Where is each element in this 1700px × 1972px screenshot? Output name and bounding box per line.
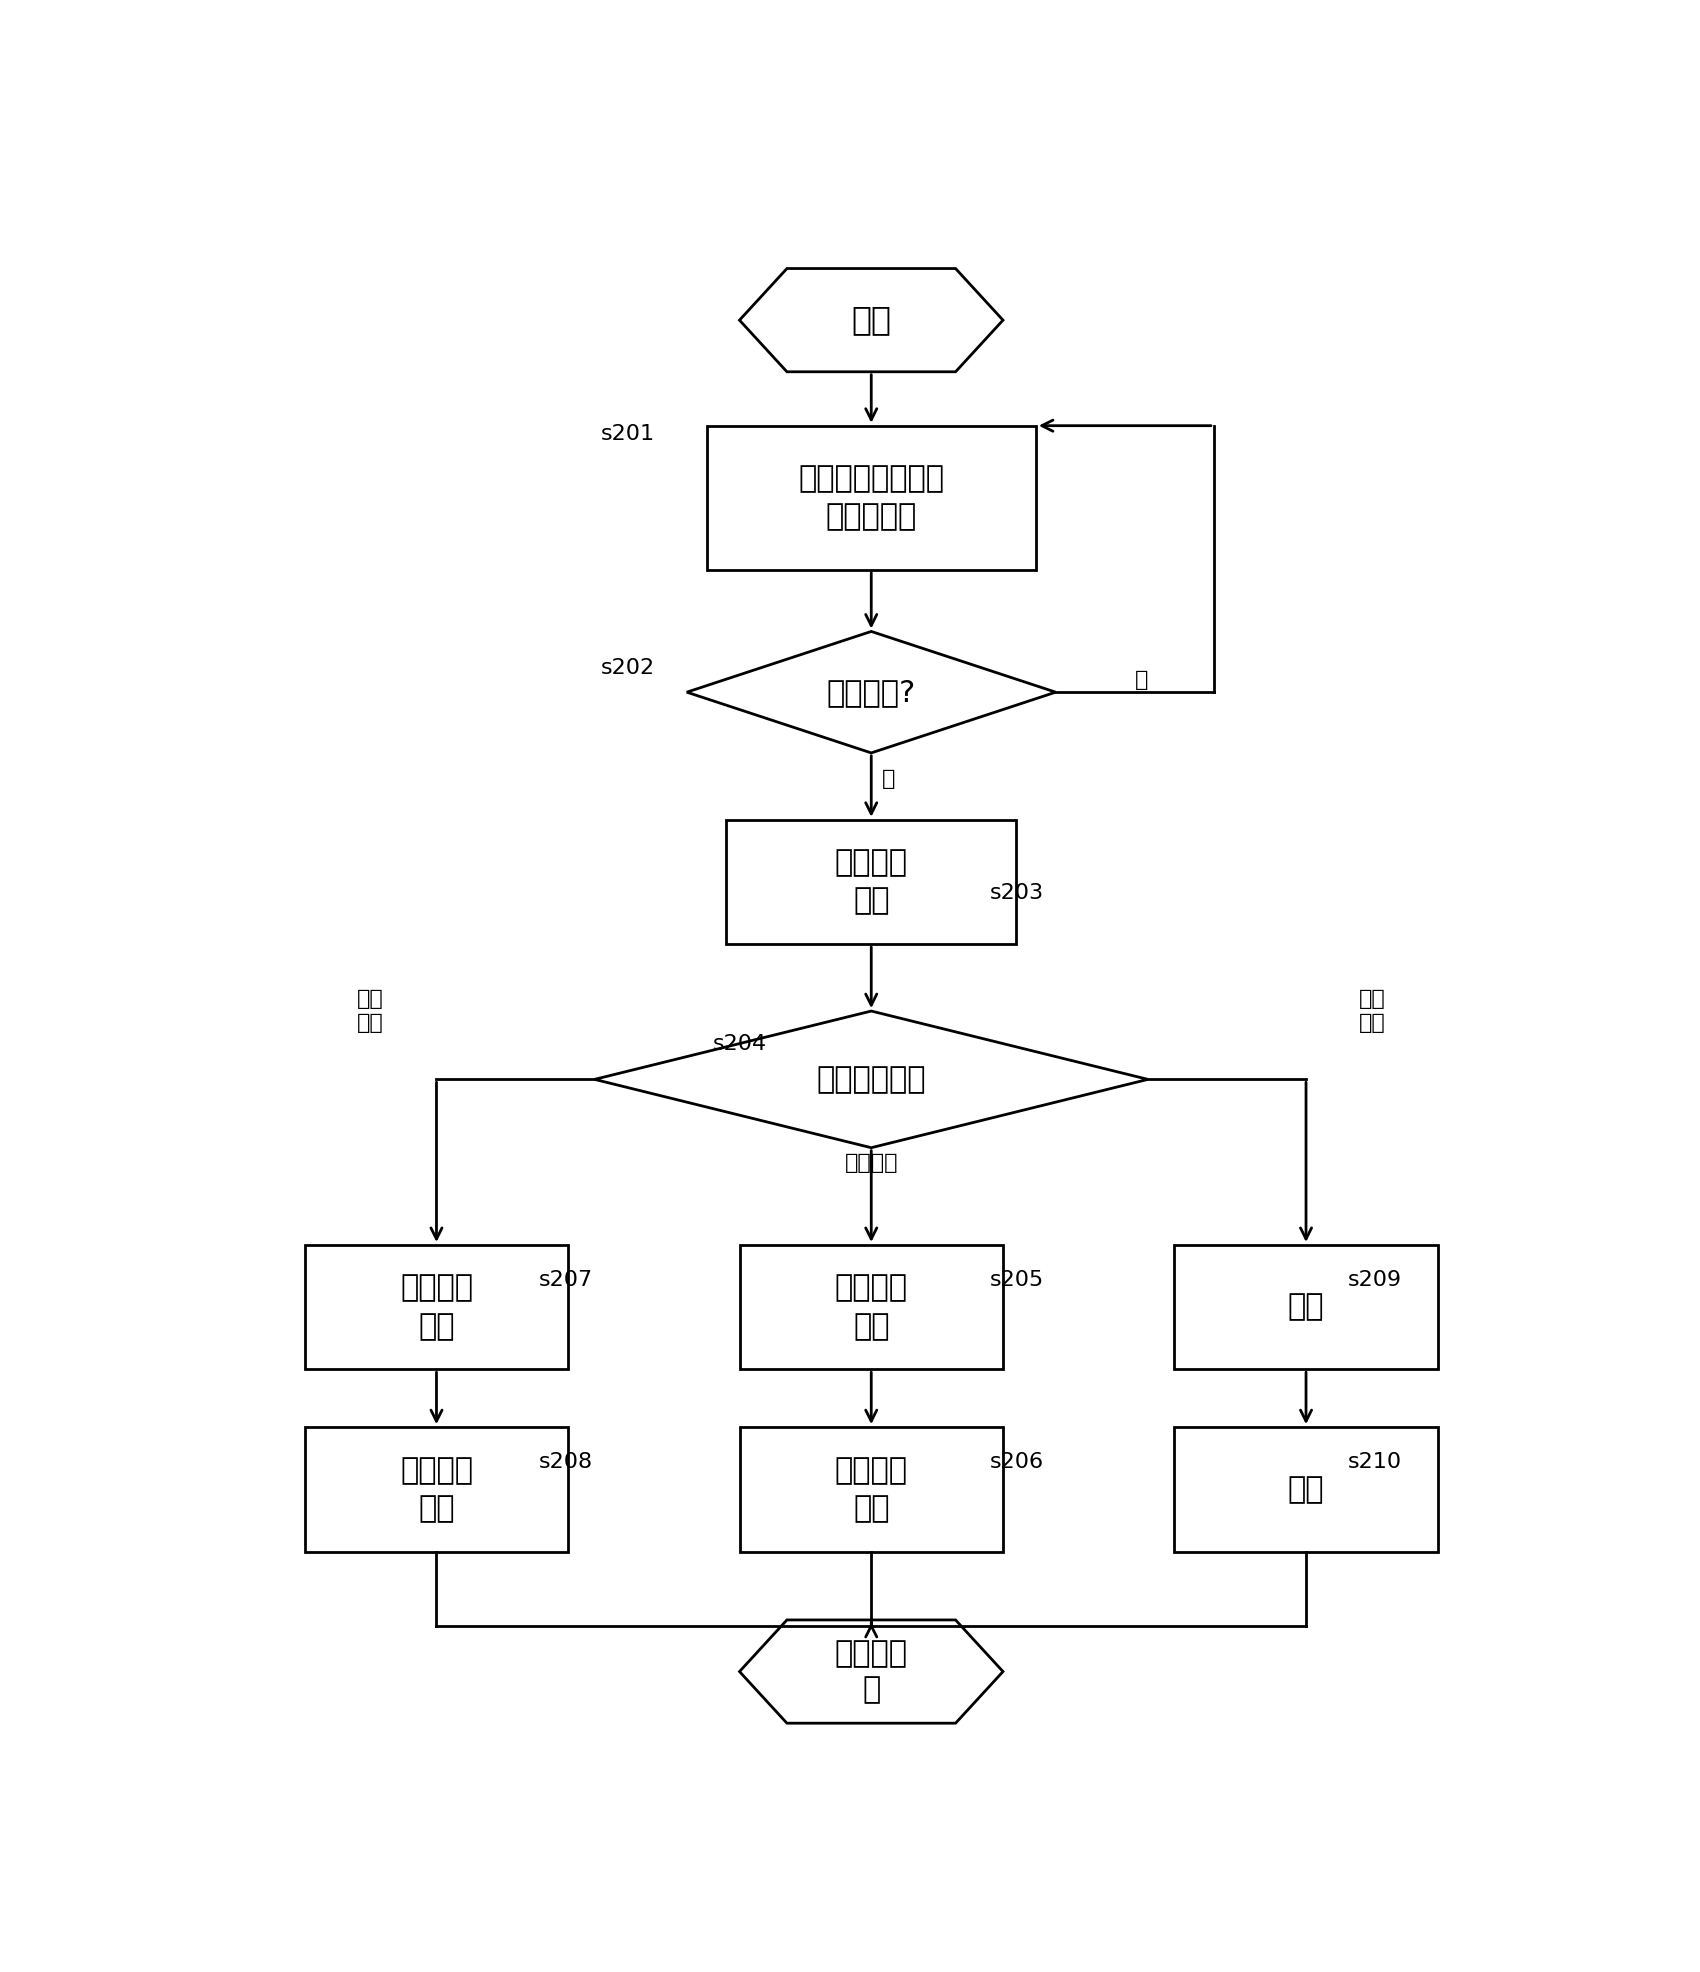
Polygon shape xyxy=(687,631,1056,753)
Text: s207: s207 xyxy=(539,1270,593,1290)
Bar xyxy=(707,426,1035,570)
Bar xyxy=(740,1244,1003,1369)
Text: 唤醒: 唤醒 xyxy=(1289,1475,1324,1505)
Text: 休眠
指令: 休眠 指令 xyxy=(1358,988,1386,1033)
Text: 休眠: 休眠 xyxy=(1289,1292,1324,1321)
Text: s201: s201 xyxy=(602,424,654,444)
Text: 是: 是 xyxy=(882,769,896,789)
Text: s204: s204 xyxy=(714,1035,767,1055)
Text: s202: s202 xyxy=(602,659,654,678)
Text: 查询茎流
信息: 查询茎流 信息 xyxy=(835,1274,908,1341)
Bar xyxy=(1175,1428,1438,1552)
Bar xyxy=(740,1428,1003,1552)
Text: 否: 否 xyxy=(1136,670,1148,690)
Text: 判断何种指令: 判断何种指令 xyxy=(816,1065,927,1094)
Bar xyxy=(304,1244,568,1369)
Text: 设置
指令: 设置 指令 xyxy=(357,988,384,1033)
Text: s210: s210 xyxy=(1348,1451,1402,1471)
Bar xyxy=(726,820,1017,945)
Text: 下一轮通
信: 下一轮通 信 xyxy=(835,1639,908,1704)
Text: 返回茎流
信息: 返回茎流 信息 xyxy=(835,1455,908,1522)
Text: s208: s208 xyxy=(539,1451,593,1471)
Text: s205: s205 xyxy=(989,1270,1044,1290)
Bar xyxy=(1175,1244,1438,1369)
Text: 采集时间
设置: 采集时间 设置 xyxy=(400,1274,473,1341)
Text: 返回设置
结果: 返回设置 结果 xyxy=(400,1455,473,1522)
Text: s209: s209 xyxy=(1348,1270,1402,1290)
Text: s206: s206 xyxy=(989,1451,1044,1471)
Polygon shape xyxy=(740,268,1003,373)
Polygon shape xyxy=(740,1619,1003,1724)
Text: s203: s203 xyxy=(989,883,1044,903)
Text: 扫描并请求加入无
线传感网络: 扫描并请求加入无 线传感网络 xyxy=(799,463,944,530)
Text: 加入成功?: 加入成功? xyxy=(826,678,916,706)
Text: 监听网络
指令: 监听网络 指令 xyxy=(835,848,908,915)
Bar xyxy=(304,1428,568,1552)
Text: 开始: 开始 xyxy=(852,304,891,337)
Text: 查询指令: 查询指令 xyxy=(845,1154,898,1173)
Polygon shape xyxy=(595,1012,1148,1148)
